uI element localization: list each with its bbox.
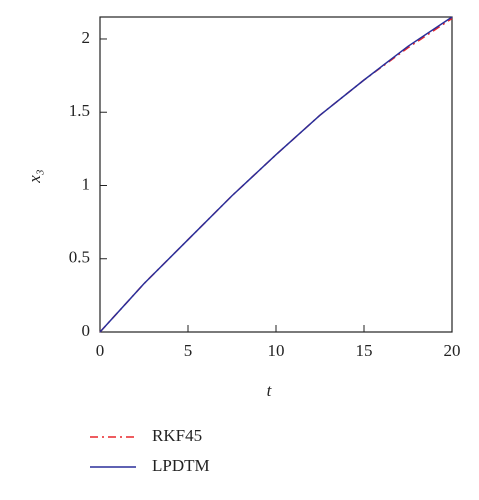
x-tick-label: 10	[268, 341, 285, 360]
y-tick-label: 0	[82, 321, 91, 340]
y-tick-label: 2	[82, 28, 91, 47]
x-tick-label: 20	[444, 341, 461, 360]
legend-label: RKF45	[152, 426, 202, 445]
series-line	[99, 17, 453, 333]
x-tick-label: 5	[184, 341, 193, 360]
series-line	[99, 16, 453, 333]
plot-frame	[99, 16, 453, 333]
y-axis-label: x₃	[25, 169, 44, 184]
y-tick-label: 1.5	[69, 101, 90, 120]
legend-label: LPDTM	[152, 456, 210, 475]
y-tick-label: 1	[82, 174, 91, 193]
x-tick-label: 0	[96, 341, 105, 360]
y-tick-label: 0.5	[69, 248, 90, 267]
x-axis-label: t	[267, 381, 273, 400]
x-tick-label: 15	[356, 341, 373, 360]
